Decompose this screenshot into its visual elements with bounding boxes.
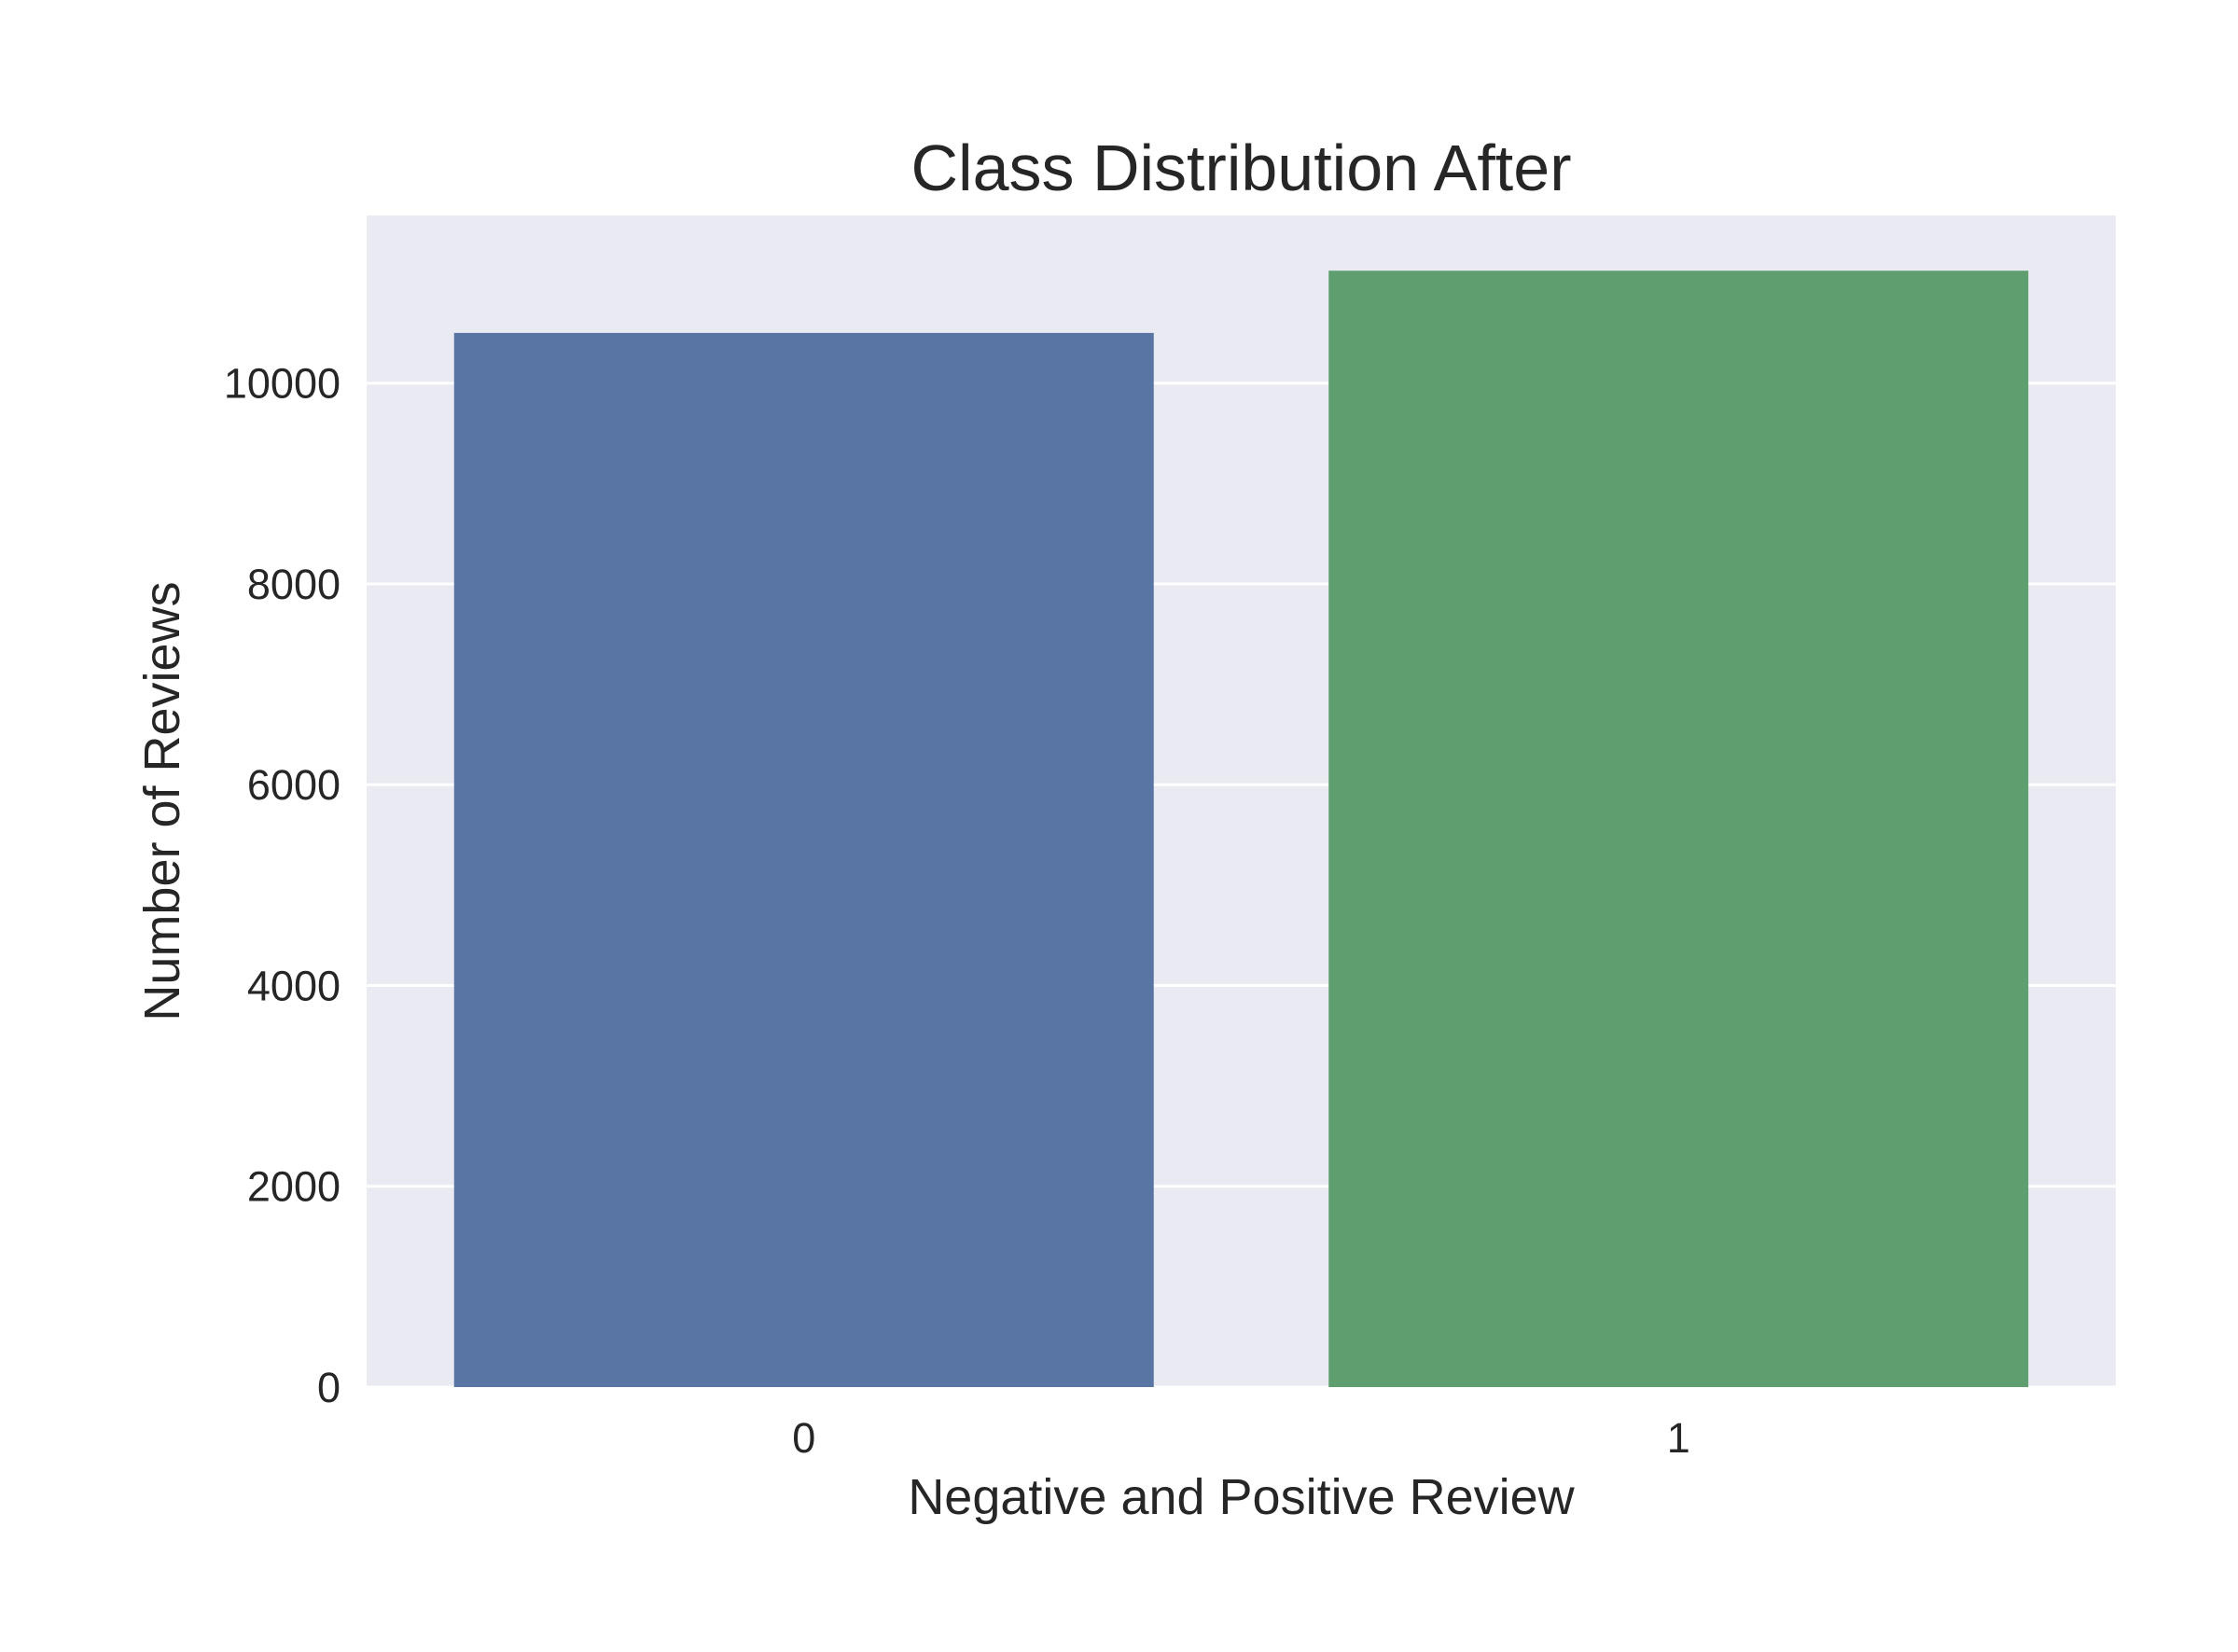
chart-title: Class Distribution After <box>910 132 1571 204</box>
x-axis-label: Negative and Positive Review <box>908 1469 1575 1525</box>
y-axis-ticks: 0 2000 4000 6000 8000 10000 <box>224 360 341 1411</box>
bar-1 <box>1328 271 2029 1387</box>
x-tick-label: 0 <box>792 1414 815 1462</box>
y-tick-label: 6000 <box>247 761 341 809</box>
x-tick-label: 1 <box>1667 1414 1690 1462</box>
y-tick-label: 4000 <box>247 962 341 1009</box>
bars <box>453 271 2029 1388</box>
y-tick-label: 10000 <box>224 360 341 408</box>
y-tick-label: 0 <box>317 1364 341 1411</box>
y-axis-label: Number of Reviews <box>134 581 190 1020</box>
y-tick-label: 2000 <box>247 1163 341 1211</box>
y-tick-label: 8000 <box>247 561 341 608</box>
bar-0 <box>453 332 1154 1388</box>
